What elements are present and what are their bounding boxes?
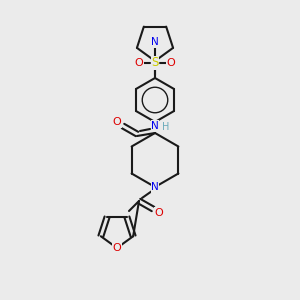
Text: S: S: [151, 56, 159, 70]
Text: N: N: [151, 182, 159, 192]
Text: O: O: [112, 117, 122, 127]
Text: O: O: [154, 208, 164, 218]
Text: N: N: [151, 121, 159, 131]
Text: O: O: [167, 58, 176, 68]
Text: H: H: [162, 122, 170, 132]
Text: N: N: [151, 37, 159, 47]
Text: O: O: [135, 58, 143, 68]
Text: O: O: [112, 243, 122, 253]
